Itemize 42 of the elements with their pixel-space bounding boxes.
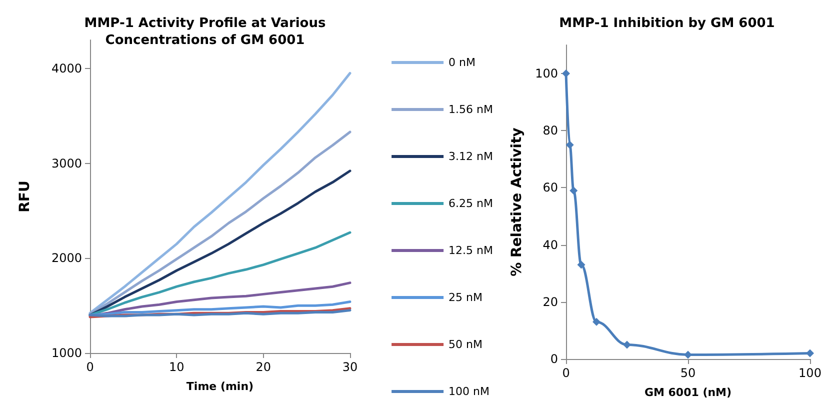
chart-title: MMP-1 Inhibition by GM 6001 [559,16,775,31]
y-tick-label: 80 [542,124,558,138]
y-tick-label: 20 [542,294,558,309]
y-tick-label: 2000 [51,251,82,266]
point [684,350,692,359]
point [806,349,814,358]
legend-label: 0 nM [448,56,476,69]
legend-label: 6.25 nM [448,197,493,210]
x-tick-label: 10 [169,360,184,374]
y-tick-label: 100 [535,66,558,81]
y-axis-title: RFU [17,180,33,212]
legend-label: 100 nM [448,385,490,398]
x-tick-label: 0 [86,360,94,374]
y-tick-label: 60 [542,180,558,195]
y-tick-label: 40 [542,238,558,252]
legend-label: 1.56 nM [448,103,493,116]
line-series [88,170,352,316]
chart-title: MMP-1 Activity Profile at Various Concentrations of GM 6001 [84,16,326,48]
line-series [88,231,352,316]
x-tick-label: 100 [798,366,822,380]
y-tick-label: 4000 [51,61,82,76]
point [577,260,586,269]
x-tick-label: 30 [342,360,358,374]
point [570,186,578,195]
x-tick-label: 0 [562,366,570,380]
line-series [88,300,352,316]
x-axis-title: GM 6001 (nM) [644,386,732,399]
legend-label: 12.5 nM [448,244,493,257]
x-tick-label: 50 [680,366,696,380]
y-tick-label: 1000 [51,346,82,360]
y-tick-label: 3000 [51,156,82,170]
point [592,318,600,326]
legend-label: 3.12 nM [448,150,493,163]
line-series [88,72,352,314]
point [566,140,574,149]
x-tick-label: 20 [256,360,271,374]
x-axis-title: Time (min) [186,380,254,393]
legend-label: 25 nM [448,291,483,304]
y-axis-title: % Relative Activity [509,128,526,276]
legend-label: 50 nM [448,338,483,351]
line-series [88,130,352,316]
point [623,340,631,349]
